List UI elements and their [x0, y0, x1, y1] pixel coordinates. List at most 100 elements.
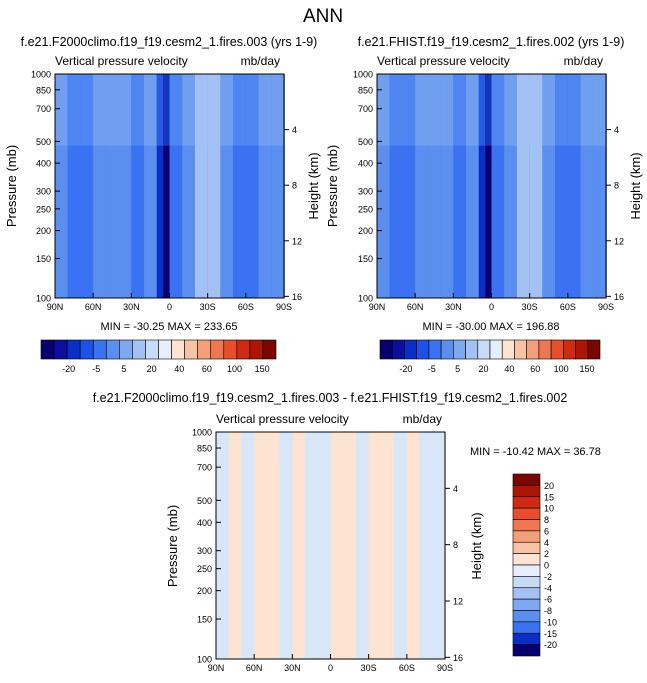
panel-1-min-max: MIN = -30.25 MAX = 233.65 [101, 321, 238, 333]
data-column-upper [131, 74, 145, 146]
panel-1-height-axis-label: Height (km) [306, 152, 321, 219]
data-column [228, 432, 242, 659]
data-column-upper [485, 74, 492, 146]
y-tick-label: 500 [358, 137, 373, 147]
y-tick-label: 250 [358, 204, 373, 214]
data-column-upper [118, 74, 132, 146]
colorbar-swatch [512, 621, 541, 634]
colorbar-swatch [66, 339, 81, 360]
data-column-upper [233, 74, 246, 146]
page-title: ANN [303, 6, 343, 27]
height-tick-label: 16 [614, 292, 624, 302]
colorbar-swatch [512, 644, 541, 657]
panel-3-min-max: MIN = -10.42 MAX = 36.78 [470, 446, 601, 458]
colorbar-swatch [465, 339, 479, 360]
colorbar-swatch [538, 339, 552, 360]
y-tick-label: 100 [358, 294, 373, 304]
panel-3-title: f.e21.F2000climo.f19_f19.cesm2_1.fires.0… [93, 391, 568, 405]
data-column-upper [169, 74, 183, 146]
colorbar-label: -5 [428, 364, 436, 374]
y-tick-label: 300 [197, 546, 212, 556]
data-column [305, 432, 318, 659]
height-tick-label: 4 [292, 125, 297, 135]
data-column-upper [220, 74, 234, 146]
panel-3: f.e21.F2000climo.f19_f19.cesm2_1.fires.0… [93, 391, 601, 673]
colorbar-swatch [53, 339, 68, 360]
data-column [368, 432, 382, 659]
data-column-upper [593, 74, 606, 146]
x-tick-label: 60N [85, 302, 102, 312]
data-column-upper [580, 74, 594, 146]
x-tick-label: 30N [445, 302, 462, 312]
x-tick-label: 60S [238, 302, 254, 312]
height-tick-label: 8 [292, 181, 297, 191]
data-column [419, 432, 433, 659]
colorbar-swatch [105, 339, 120, 360]
data-column-upper [207, 74, 221, 146]
height-tick-label: 12 [292, 236, 302, 246]
y-tick-label: 400 [197, 518, 212, 528]
colorbar-swatch [416, 339, 430, 360]
data-column-upper [80, 74, 94, 146]
y-tick-label: 100 [36, 294, 51, 304]
data-column [330, 432, 344, 659]
data-column-upper [504, 74, 517, 146]
colorbar-label: 0 [544, 561, 549, 571]
height-tick-label: 8 [453, 540, 458, 550]
data-column [478, 74, 486, 298]
colorbar-label: 20 [479, 364, 489, 374]
data-column [292, 432, 306, 659]
colorbar-swatch [512, 496, 541, 509]
data-column [355, 432, 369, 659]
y-tick-label: 400 [358, 159, 373, 169]
x-tick-label: 90S [437, 663, 453, 673]
data-column-upper [440, 74, 454, 146]
colorbar-swatch [40, 339, 55, 360]
data-column [241, 432, 255, 659]
colorbar-swatch [453, 339, 466, 360]
colorbar-label: 6 [544, 526, 549, 536]
panel-1-y-ticks: 100 150 200 250 300 400 500 700 850 1000 [31, 70, 60, 304]
data-column-upper [453, 74, 467, 146]
y-tick-label: 700 [36, 104, 51, 114]
data-column [394, 432, 407, 659]
colorbar-label: 60 [202, 364, 212, 374]
y-tick-label: 200 [197, 586, 212, 596]
panel-1: f.e21.F2000climo.f19_f19.cesm2_1.fires.0… [4, 35, 321, 374]
colorbar-swatch [184, 339, 198, 360]
x-tick-label: 90S [598, 302, 614, 312]
x-tick-label: 60S [399, 663, 415, 673]
colorbar-label: -10 [544, 617, 557, 627]
colorbar-label: 60 [530, 364, 540, 374]
colorbar-swatch [379, 339, 393, 360]
data-column-upper [555, 74, 568, 146]
colorbar-swatch [563, 339, 576, 360]
colorbar-swatch [428, 339, 442, 360]
colorbar-swatch [223, 339, 238, 360]
panel-1-height-ticks: 16 12 8 4 [284, 125, 302, 302]
data-column [432, 432, 445, 659]
data-column-upper [542, 74, 556, 146]
colorbar-label: 5 [121, 364, 126, 374]
panel-2-y-axis-label: Pressure (mb) [325, 145, 340, 227]
data-column-upper [529, 74, 543, 146]
height-tick-label: 16 [453, 653, 463, 663]
data-column-upper [182, 74, 195, 146]
colorbar-swatch [526, 339, 540, 360]
colorbar-swatch [210, 339, 225, 360]
colorbar-swatch [512, 507, 541, 520]
data-column [381, 432, 395, 659]
colorbar-swatch [512, 576, 541, 589]
data-column-upper [105, 74, 119, 146]
colorbar-swatch [575, 339, 589, 360]
y-tick-label: 150 [197, 615, 212, 625]
colorbar-swatch [512, 541, 541, 554]
colorbar-swatch [512, 530, 541, 543]
x-tick-label: 30S [522, 302, 538, 312]
colorbar-label: -15 [544, 629, 557, 639]
panel-2-colorbar: -20 -5 5 20 40 60 100 150 [379, 339, 601, 374]
y-tick-label: 150 [358, 254, 373, 264]
colorbar-swatch [512, 632, 541, 645]
